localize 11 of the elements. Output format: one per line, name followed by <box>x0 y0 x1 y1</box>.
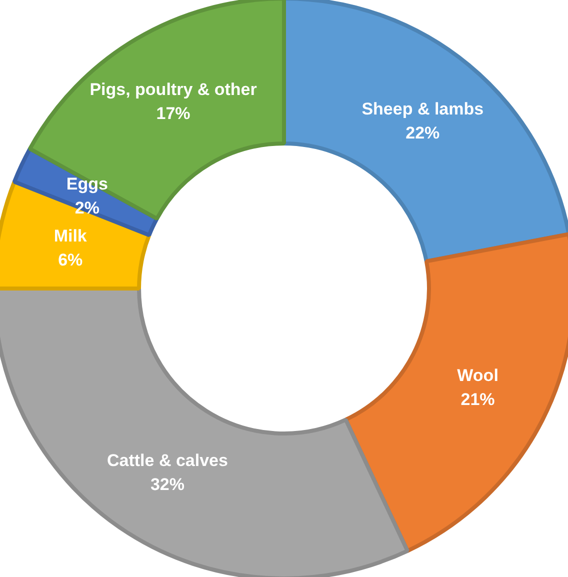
data-label: 21% <box>460 390 495 409</box>
data-label: 2% <box>74 198 100 218</box>
data-label: 6% <box>58 250 83 270</box>
data-label: 22% <box>406 124 440 143</box>
slice-label: Milk <box>54 226 88 246</box>
slice-label: Cattle & calves <box>106 450 228 470</box>
slice-label: Sheep & lambs <box>362 100 484 119</box>
data-label: 17% <box>156 104 190 123</box>
slice-label: Wool <box>457 366 498 385</box>
slice-label: Pigs, poultry & other <box>90 80 258 99</box>
data-label: 32% <box>150 474 184 494</box>
